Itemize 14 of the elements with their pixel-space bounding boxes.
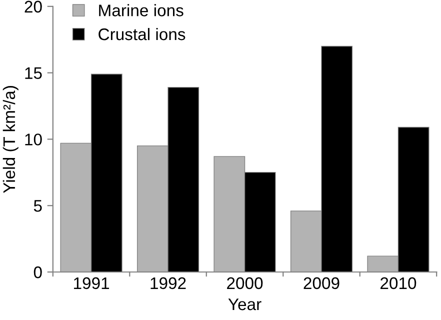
y-axis-title: Yield (T km²/a) [2, 86, 18, 194]
y-tick-label: 10 [25, 134, 42, 146]
x-tick-label: 2010 [380, 277, 416, 290]
legend-label: Crustal ions [98, 28, 186, 40]
x-axis-title: Year [228, 298, 262, 310]
x-tick-label: 2009 [304, 277, 340, 290]
legend-label: Marine ions [99, 4, 184, 16]
x-tick-label: 2000 [227, 277, 263, 290]
y-tick-label: 5 [34, 200, 42, 212]
y-tick-label: 0 [34, 266, 42, 278]
x-tick-label: 1991 [74, 277, 110, 290]
y-tick-label: 20 [24, 0, 42, 13]
x-tick-label: 1992 [150, 277, 186, 290]
y-tick-label: 15 [25, 67, 42, 80]
